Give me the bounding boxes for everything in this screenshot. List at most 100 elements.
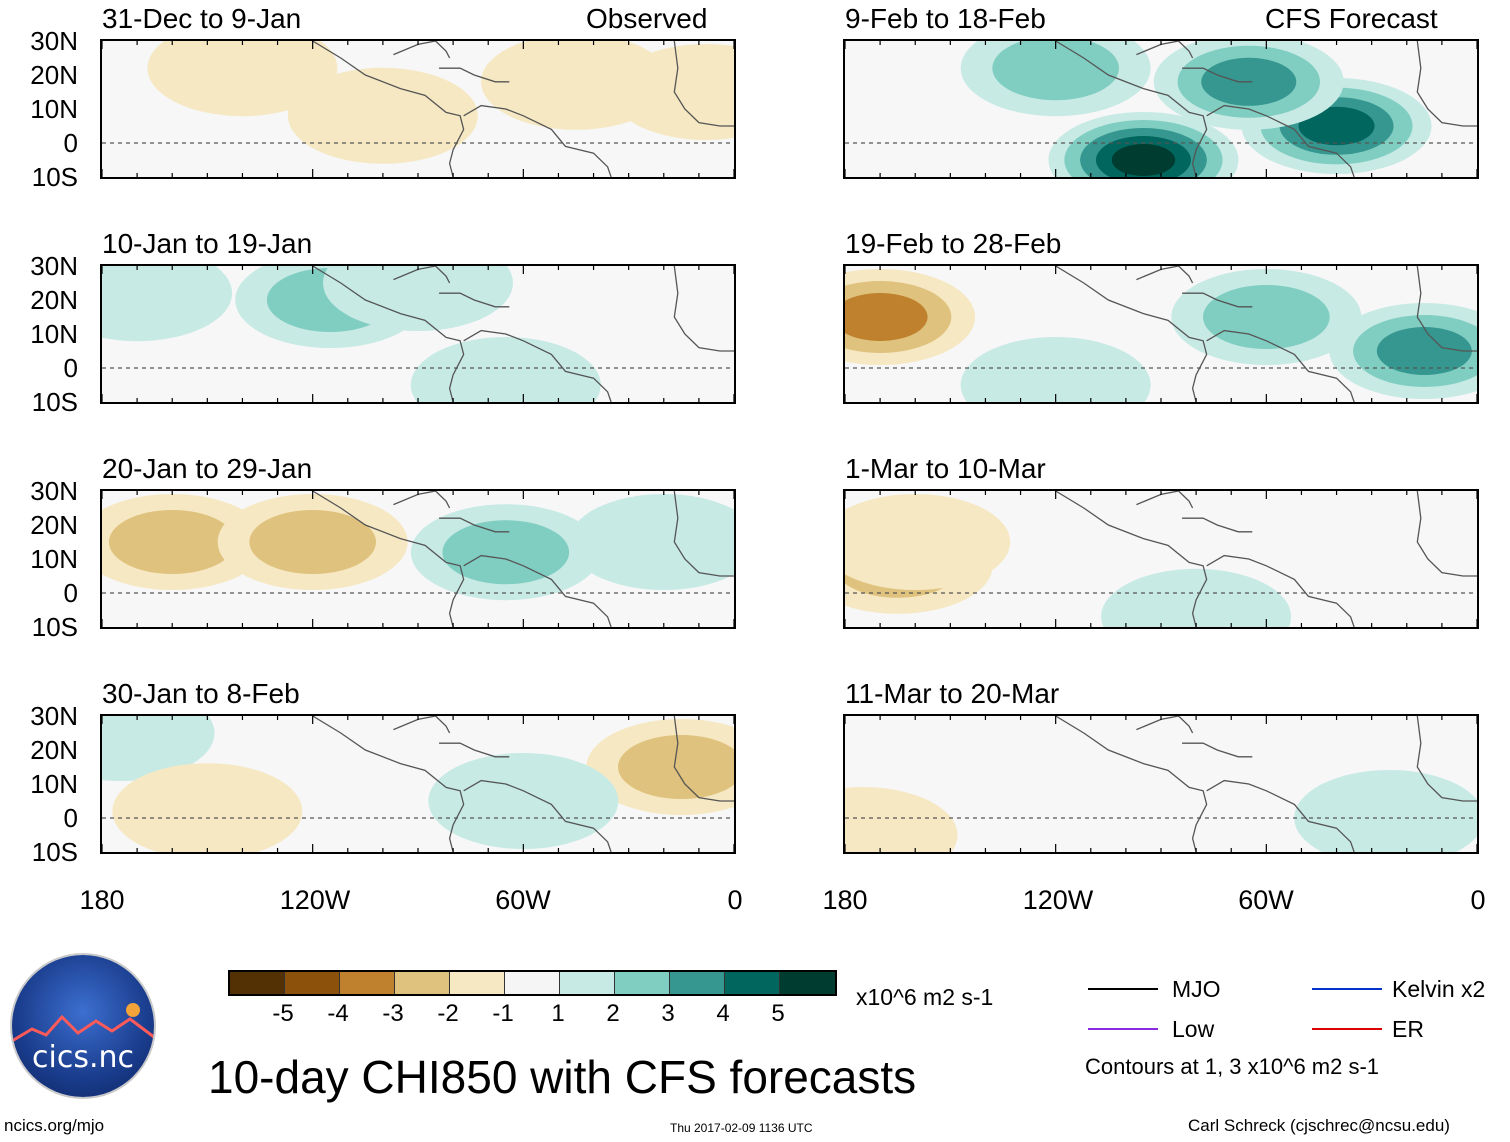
y-tick-label: 10S	[31, 162, 78, 192]
anomaly-field-8	[845, 716, 1477, 852]
legend-line-er	[1312, 1028, 1382, 1030]
legend-line-low	[1088, 1028, 1158, 1030]
coastline-5-4	[439, 517, 510, 533]
anomaly-field-5	[102, 491, 734, 627]
colorbar-swatch	[395, 972, 450, 994]
legend-label-mjo: MJO	[1172, 976, 1221, 1002]
anomaly-field-2	[845, 41, 1477, 177]
footer-author: Carl Schreck (cjschrec@ncsu.edu)	[1188, 1116, 1450, 1135]
panel-tag-observed: Observed	[586, 3, 708, 34]
y-tick-label: 20N	[30, 285, 78, 315]
tick-marks-2	[845, 41, 1477, 177]
map-panel-3	[100, 264, 736, 404]
map-panel-8	[843, 714, 1479, 854]
map-panel-5	[100, 489, 736, 629]
anomaly-region-4-2-3	[1376, 327, 1472, 375]
anomaly-region-8-2-1	[1294, 770, 1477, 852]
coastline-7-4	[439, 742, 510, 758]
anomaly-region-3-4-1	[410, 337, 601, 402]
legend-line-kelvin	[1312, 988, 1382, 990]
y-tick-label: 10N	[30, 769, 78, 799]
anomaly-region-3-1-1	[102, 266, 233, 342]
anomaly-region-5-3-2	[442, 520, 570, 585]
colorbar-label: -1	[492, 1000, 514, 1027]
y-tick-label: 10S	[31, 387, 78, 417]
coastline-5-1	[312, 491, 465, 627]
legend-label-kelvin: Kelvin x2	[1392, 976, 1486, 1002]
y-tick-label: 20N	[30, 60, 78, 90]
panel-tag-forecast: CFS Forecast	[1265, 3, 1438, 34]
colorbar-swatch	[230, 972, 285, 994]
panel-title-2: 9-Feb to 18-Feb	[845, 3, 1046, 34]
colorbar-swatch	[780, 972, 835, 994]
anomaly-region-7-2-2	[618, 735, 734, 799]
panel-title-1: 31-Dec to 9-Jan	[102, 3, 302, 34]
colorbar-label: -5	[272, 1000, 294, 1027]
anomaly-field-7	[102, 716, 734, 852]
colorbar-units: x10^6 m2 s-1	[856, 984, 994, 1010]
coastline-1-4	[439, 67, 510, 83]
coastline-1-1	[312, 41, 465, 177]
coastline-4-5	[1416, 266, 1477, 352]
x-tick-0-left: 0	[727, 885, 743, 915]
colorbar-swatch	[670, 972, 725, 994]
anomaly-region-5-1-2	[108, 510, 236, 574]
colorbar-swatch	[725, 972, 780, 994]
colorbar-label: 1	[551, 1000, 565, 1027]
x-tick-120w-left: 120W	[279, 885, 351, 915]
panel-title-6: 1-Mar to 10-Mar	[845, 453, 1046, 484]
anomaly-region-2-3-2	[992, 41, 1119, 101]
anomaly-region-4-4-1	[960, 337, 1151, 402]
anomaly-region-7-4-1	[428, 753, 619, 849]
coastline-7-2	[463, 779, 612, 852]
coastline-4-1	[1055, 266, 1208, 402]
map-panel-2	[843, 39, 1479, 179]
coastline-3-4	[439, 292, 510, 308]
anomaly-region-5-4-1	[568, 494, 734, 590]
anomaly-field-3	[102, 266, 734, 402]
sun-icon	[126, 1003, 140, 1017]
coastline-5-3	[393, 491, 451, 509]
panel-title-4: 19-Feb to 28-Feb	[845, 228, 1062, 259]
anomaly-region-2-2-4	[1298, 106, 1375, 146]
coastline-1-2	[463, 104, 612, 177]
mountain-icon	[12, 1014, 154, 1043]
anomaly-region-4-3-2	[1203, 285, 1330, 349]
coastline-8-4	[1182, 742, 1253, 758]
coastline-2-1	[1055, 41, 1208, 177]
colorbar-swatch	[450, 972, 505, 994]
x-tick-60w-right: 60W	[1238, 885, 1294, 915]
map-panel-1	[100, 39, 736, 179]
coastline-8-5	[1416, 716, 1477, 802]
anomaly-region-5-2-2	[249, 510, 376, 574]
colorbar-swatch	[505, 972, 560, 994]
x-tick-180-left: 180	[79, 885, 125, 915]
y-tick-label: 0	[63, 128, 78, 158]
cics-logo: cics.nc	[12, 955, 154, 1097]
coastline-3-3	[393, 266, 451, 284]
footer-url[interactable]: ncics.org/mjo	[4, 1116, 105, 1135]
coastline-8-1	[1055, 716, 1208, 852]
map-panel-6	[843, 489, 1479, 629]
logo-text: cics.nc	[32, 1040, 134, 1075]
y-tick-label: 30N	[30, 26, 78, 56]
x-tick-0-right: 0	[1470, 885, 1486, 915]
colorbar-swatch	[560, 972, 615, 994]
anomaly-field-6	[845, 491, 1477, 627]
coastline-7-5	[673, 716, 734, 802]
coastline-8-2	[1206, 779, 1355, 852]
legend-label-er: ER	[1392, 1016, 1424, 1042]
colorbar-label: -4	[327, 1000, 349, 1027]
coastline-2-2	[1206, 104, 1355, 177]
colorbar-swatch	[285, 972, 340, 994]
y-tick-label: 0	[63, 578, 78, 608]
x-tick-120w-right: 120W	[1022, 885, 1094, 915]
y-tick-label: 10S	[31, 837, 78, 867]
tick-marks-4	[845, 266, 1477, 402]
coastline-3-5	[673, 266, 734, 352]
y-tick-label: 0	[63, 803, 78, 833]
coastline-6-2	[1206, 554, 1355, 627]
map-panel-4	[843, 264, 1479, 404]
x-tick-180-right: 180	[822, 885, 868, 915]
coastline-2-5	[1416, 41, 1477, 127]
